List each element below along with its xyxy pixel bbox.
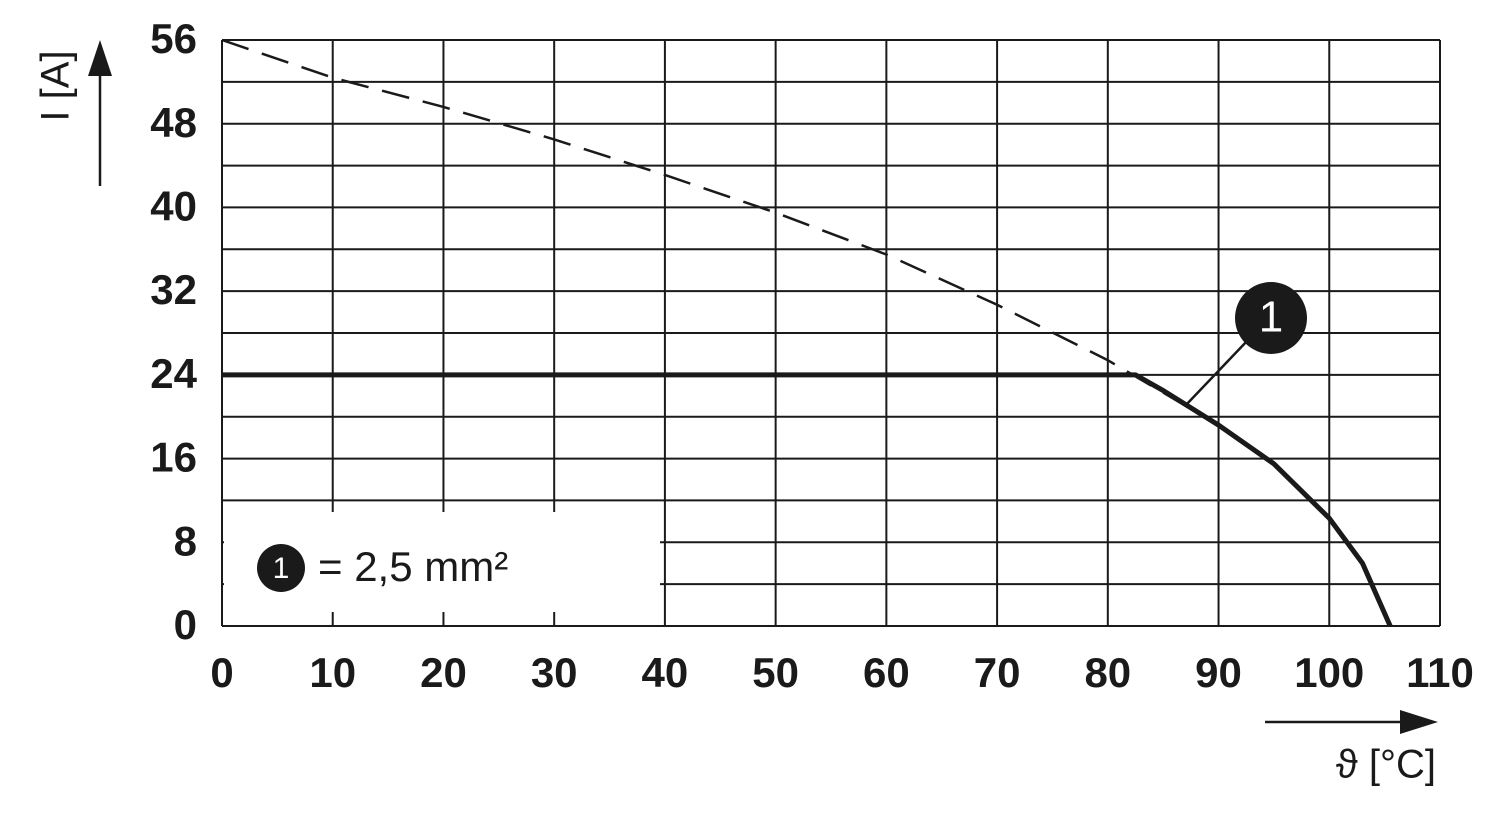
x-axis-title: ϑ [°C] — [1336, 743, 1436, 787]
line-series — [221, 38, 1220, 427]
y-axis-arrowhead — [88, 40, 112, 76]
legend-marker — [257, 544, 305, 592]
x-tick-label: 10 — [309, 649, 356, 696]
legend-marker-text: 1 — [273, 552, 290, 585]
x-tick-label: 20 — [420, 649, 467, 696]
annotation-circle — [1235, 282, 1307, 354]
y-tick-label: 24 — [150, 350, 197, 397]
y-tick-label: 0 — [174, 601, 197, 648]
legend: 1 = 2,5 mm² — [224, 512, 660, 612]
x-tick-label: 110 — [1406, 649, 1474, 696]
x-tick-label: 100 — [1294, 649, 1364, 696]
y-axis-title: I [A] — [34, 50, 78, 121]
y-tick-label: 56 — [150, 15, 197, 62]
y-tick-label: 40 — [150, 183, 197, 230]
legend-label: = 2,5 mm² — [318, 543, 508, 590]
y-tick-label: 48 — [150, 99, 197, 146]
x-tick-label: 0 — [210, 649, 233, 696]
y-tick-label: 8 — [174, 517, 197, 564]
line-series — [222, 372, 1393, 628]
x-axis-arrowhead — [1400, 710, 1438, 734]
x-tick-label: 70 — [974, 649, 1021, 696]
x-tick-label: 90 — [1195, 649, 1242, 696]
x-tick-label: 60 — [863, 649, 910, 696]
x-tick-label: 30 — [531, 649, 578, 696]
annotation-text: 1 — [1259, 293, 1283, 342]
x-tick-label: 80 — [1084, 649, 1131, 696]
y-tick-label: 32 — [150, 266, 197, 313]
y-tick-label: 16 — [150, 434, 197, 481]
annotation-leader — [1184, 339, 1249, 407]
x-tick-label: 50 — [752, 649, 799, 696]
x-tick-label: 40 — [642, 649, 689, 696]
